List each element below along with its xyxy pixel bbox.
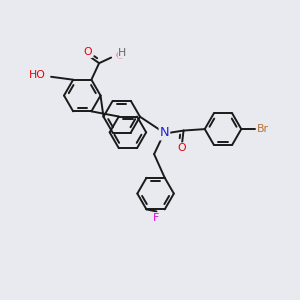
Text: HO: HO (29, 70, 46, 80)
Text: O: O (178, 143, 186, 153)
Text: N: N (160, 126, 169, 140)
Text: O: O (115, 51, 124, 61)
Text: Br: Br (257, 124, 269, 134)
Text: F: F (153, 213, 160, 223)
Text: H: H (118, 48, 126, 58)
Text: O: O (83, 47, 92, 57)
